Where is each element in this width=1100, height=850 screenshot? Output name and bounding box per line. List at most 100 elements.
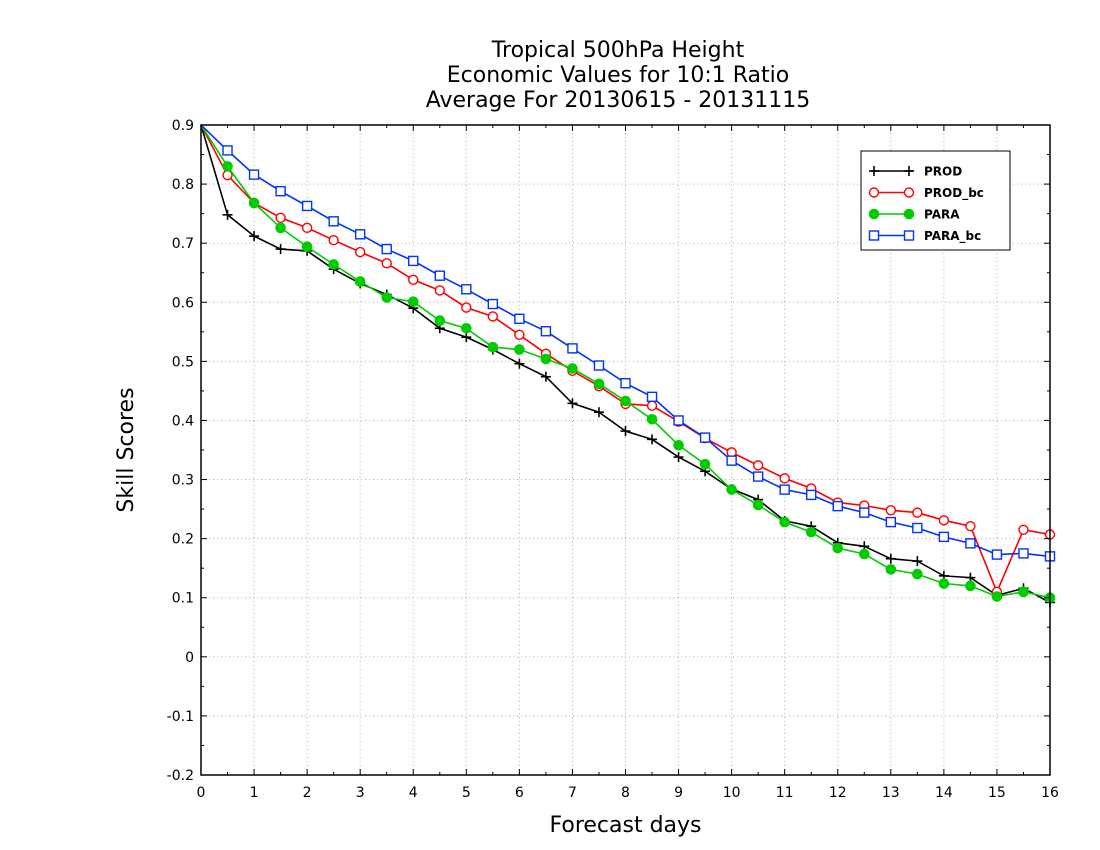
series-para <box>200 124 1056 604</box>
x-tick-label: 6 <box>515 785 524 801</box>
data-point <box>965 538 976 549</box>
data-point <box>354 276 366 287</box>
data-point <box>408 274 419 286</box>
x-tick-label: 8 <box>621 785 630 801</box>
data-point <box>248 169 260 180</box>
legend-marker <box>903 208 915 220</box>
data-point <box>222 209 233 220</box>
data-point <box>487 298 499 310</box>
x-tick-label: 1 <box>250 785 259 801</box>
y-tick-label: 0.8 <box>172 177 194 193</box>
data-point <box>381 243 392 255</box>
data-point <box>779 484 790 495</box>
axis-ticks: 0 1 2 3 4 5 6 7 8 9 10 11 12 13 14 15 16-0.2-0.100.10.20… <box>167 118 1059 801</box>
data-point <box>461 302 472 313</box>
y-tick-label: 0.7 <box>172 236 194 252</box>
x-tick-label: 0 <box>197 785 206 801</box>
data-point <box>407 296 419 307</box>
data-point <box>249 231 260 242</box>
data-point <box>726 484 737 495</box>
legend-box <box>860 150 1011 251</box>
chart-title: Tropical 500hPa Height Economic Values f… <box>426 38 811 113</box>
data-point <box>699 458 711 470</box>
data-point <box>673 439 684 451</box>
y-tick-label: 0.6 <box>172 295 194 311</box>
data-point <box>752 460 764 471</box>
series-para-bc <box>200 124 1056 562</box>
y-tick-label: -0.1 <box>167 709 194 725</box>
x-tick-label: 12 <box>829 785 847 801</box>
data-point <box>912 507 923 518</box>
y-tick-label: 0.3 <box>172 473 194 489</box>
data-point <box>434 285 445 296</box>
data-point <box>434 315 446 326</box>
data-point <box>381 258 392 269</box>
data-point <box>938 515 950 526</box>
legend-item: PARA <box>868 208 960 222</box>
grid <box>201 125 1050 775</box>
y-tick-label: 0.5 <box>172 354 194 370</box>
data-point <box>885 516 897 528</box>
data-point <box>726 455 737 466</box>
data-point <box>885 505 897 516</box>
x-tick-label: 13 <box>882 785 900 801</box>
data-point <box>646 400 658 411</box>
data-point <box>912 522 923 534</box>
data-point <box>832 500 843 512</box>
data-point <box>885 553 896 564</box>
data-point <box>647 434 658 445</box>
data-point <box>487 311 499 322</box>
data-point <box>301 222 313 234</box>
data-point <box>593 360 605 371</box>
data-point <box>991 591 1003 602</box>
data-point <box>646 391 658 403</box>
legend-item: PROD_bc <box>868 186 984 201</box>
data-point <box>461 284 472 295</box>
x-tick-label: 5 <box>462 785 471 801</box>
data-point <box>275 185 286 197</box>
data-point <box>354 229 366 240</box>
data-point <box>779 516 790 528</box>
data-point <box>514 344 525 355</box>
data-point <box>381 292 393 303</box>
data-point <box>328 235 339 246</box>
data-point <box>514 329 525 340</box>
legend-marker <box>903 230 915 241</box>
y-tick-label: 0.9 <box>172 118 194 134</box>
title-line-2: Economic Values for 10:1 Ratio <box>447 63 789 88</box>
data-point <box>275 244 286 255</box>
data-point <box>301 241 313 253</box>
data-point <box>275 212 286 223</box>
data-point <box>1018 548 1029 559</box>
data-point <box>328 259 339 270</box>
title-line-1: Tropical 500hPa Height <box>491 38 745 63</box>
data-point <box>328 216 339 227</box>
data-point <box>275 222 286 234</box>
legend-item: PROD <box>869 165 962 179</box>
data-point <box>408 255 419 267</box>
data-point <box>540 371 551 382</box>
y-tick-label: 0.1 <box>172 591 194 607</box>
y-tick-label: 0.4 <box>172 413 194 429</box>
data-point <box>912 556 923 567</box>
legend-label: PARA <box>924 208 960 222</box>
x-tick-label: 15 <box>988 785 1006 801</box>
legend-marker <box>868 208 880 220</box>
data-point <box>805 526 817 538</box>
data-point <box>487 341 499 353</box>
data-point <box>991 549 1003 560</box>
data-point <box>620 395 631 407</box>
data-point <box>646 413 658 425</box>
data-point <box>858 548 870 560</box>
y-tick-label: 0 <box>185 650 194 666</box>
legend-marker <box>868 230 880 241</box>
x-axis-label: Forecast days <box>549 813 701 838</box>
y-tick-label: 0.2 <box>172 532 194 548</box>
data-point <box>567 398 578 409</box>
data-point <box>514 313 525 325</box>
legend-marker <box>868 187 880 198</box>
data-point <box>859 507 870 518</box>
x-tick-label: 9 <box>674 785 683 801</box>
x-tick-label: 14 <box>935 785 953 801</box>
